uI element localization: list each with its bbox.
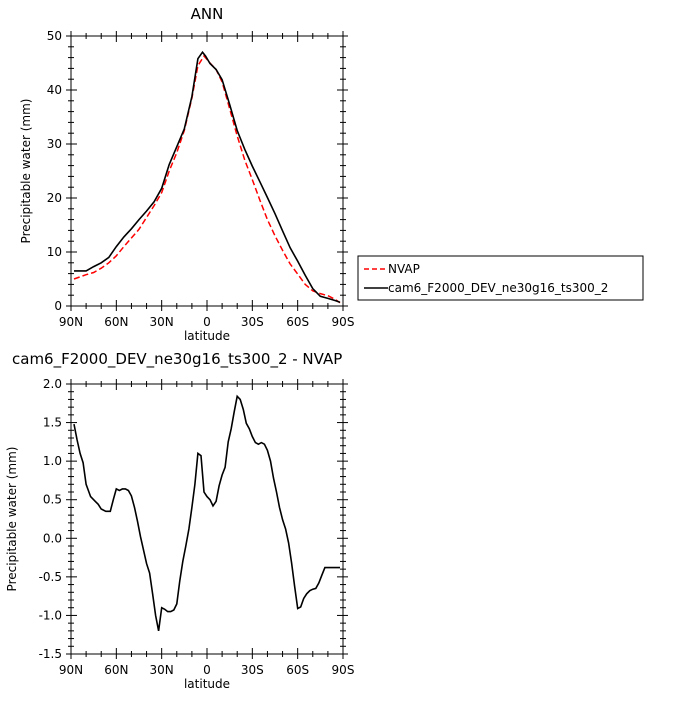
legend-box bbox=[357, 255, 644, 301]
x-tick-label: 60N bbox=[104, 663, 128, 677]
x-tick-label: 0 bbox=[203, 663, 211, 677]
y-tick-label: -1.5 bbox=[39, 647, 62, 661]
x-tick-label: 0 bbox=[203, 315, 211, 329]
legend-label: cam6_F2000_DEV_ne30g16_ts300_2 bbox=[388, 281, 608, 295]
y-tick-label: 0.0 bbox=[43, 531, 62, 545]
y-tick-label: 10 bbox=[47, 245, 62, 259]
x-tick-label: 60N bbox=[104, 315, 128, 329]
chart-title: ANN bbox=[191, 5, 224, 23]
x-tick-label: 30N bbox=[150, 315, 174, 329]
x-tick-label: 60S bbox=[286, 315, 309, 329]
y-tick-label: 0 bbox=[54, 299, 62, 313]
x-tick-label: 60S bbox=[286, 663, 309, 677]
y-axis-label: Precipitable water (mm) bbox=[5, 447, 19, 592]
x-tick-label: 30S bbox=[241, 663, 264, 677]
x-tick-label: 90N bbox=[59, 663, 83, 677]
y-tick-label: -0.5 bbox=[39, 570, 62, 584]
plot-frame bbox=[70, 383, 344, 655]
y-tick-label: 0.5 bbox=[43, 493, 62, 507]
y-tick-label: 2.0 bbox=[43, 377, 62, 391]
y-tick-label: 1.0 bbox=[43, 454, 62, 468]
y-tick-label: 20 bbox=[47, 191, 62, 205]
series-line bbox=[73, 394, 340, 632]
series-line bbox=[74, 50, 341, 303]
plot-frame bbox=[70, 35, 344, 307]
y-tick-label: 1.5 bbox=[43, 416, 62, 430]
x-tick-label: 90S bbox=[332, 663, 355, 677]
x-tick-label: 90S bbox=[332, 315, 355, 329]
y-tick-label: 50 bbox=[47, 29, 62, 43]
y-tick-label: 30 bbox=[47, 137, 62, 151]
x-axis-label: latitude bbox=[184, 677, 230, 691]
y-tick-label: -1.0 bbox=[39, 608, 62, 622]
y-axis-label: Precipitable water (mm) bbox=[19, 99, 33, 244]
x-axis-label: latitude bbox=[184, 329, 230, 343]
x-tick-label: 90N bbox=[59, 315, 83, 329]
x-tick-label: 30N bbox=[150, 663, 174, 677]
x-tick-label: 30S bbox=[241, 315, 264, 329]
y-tick-label: 40 bbox=[47, 83, 62, 97]
chart-title: cam6_F2000_DEV_ne30g16_ts300_2 - NVAP bbox=[12, 350, 342, 369]
legend-label: NVAP bbox=[388, 262, 420, 276]
